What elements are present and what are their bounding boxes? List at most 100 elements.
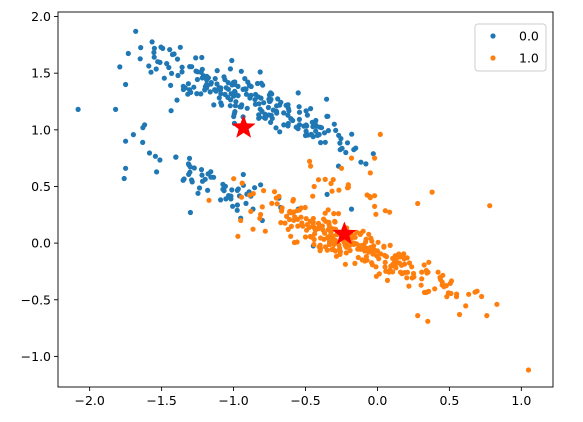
- y-tick-label: 2.0: [31, 9, 51, 24]
- data-point-series-0: [257, 114, 263, 120]
- data-point-series-0: [348, 206, 355, 212]
- data-point-series-1: [366, 231, 372, 237]
- data-point-series-1: [383, 254, 390, 260]
- data-point-series-1: [300, 223, 306, 229]
- data-point-series-0: [339, 145, 345, 151]
- data-point-series-1: [372, 193, 378, 199]
- data-point-series-1: [401, 251, 407, 257]
- data-point-series-0: [286, 108, 292, 114]
- data-point-series-1: [206, 197, 212, 203]
- data-point-series-1: [348, 155, 355, 161]
- data-point-series-1: [418, 282, 424, 288]
- data-point-series-0: [344, 140, 351, 146]
- data-point-series-0: [198, 91, 204, 97]
- data-point-series-1: [402, 270, 408, 276]
- data-point-series-0: [123, 165, 129, 171]
- data-point-series-0: [198, 167, 205, 173]
- data-point-series-0: [240, 171, 246, 178]
- data-point-series-0: [186, 155, 193, 161]
- data-point-series-0: [185, 81, 191, 87]
- data-point-series-0: [142, 122, 148, 128]
- data-point-series-1: [332, 219, 338, 225]
- data-point-series-1: [282, 220, 288, 226]
- data-point-series-1: [415, 200, 421, 207]
- data-point-series-1: [315, 226, 321, 232]
- data-point-series-1: [291, 239, 297, 246]
- data-point-series-0: [331, 121, 337, 127]
- data-point-series-1: [294, 208, 300, 214]
- data-point-series-1: [402, 261, 408, 267]
- data-point-series-1: [315, 220, 322, 226]
- data-point-series-0: [208, 80, 214, 86]
- data-point-series-0: [269, 115, 275, 121]
- data-point-series-1: [257, 215, 263, 221]
- data-point-series-0: [266, 112, 272, 118]
- data-point-series-0: [242, 76, 248, 82]
- data-point-series-0: [234, 187, 240, 193]
- data-point-series-1: [239, 194, 245, 200]
- x-tick-label: 1.0: [511, 393, 531, 408]
- data-point-series-0: [177, 44, 183, 50]
- data-point-series-1: [367, 170, 373, 176]
- data-point-series-0: [191, 84, 197, 90]
- data-point-series-1: [331, 241, 337, 248]
- data-point-series-0: [186, 171, 192, 177]
- data-point-series-1: [375, 239, 381, 245]
- data-point-series-0: [154, 169, 160, 175]
- y-tick-label: 0.5: [31, 179, 51, 194]
- data-point-series-1: [298, 214, 304, 220]
- data-point-series-0: [281, 122, 287, 128]
- data-point-series-1: [360, 228, 366, 234]
- data-point-series-0: [146, 63, 152, 69]
- data-point-series-1: [338, 165, 345, 171]
- centroid-star-0: [231, 114, 256, 138]
- data-point-series-1: [295, 223, 301, 229]
- data-point-series-0: [151, 45, 157, 51]
- data-point-series-1: [396, 260, 402, 266]
- data-point-series-0: [164, 61, 170, 67]
- data-point-series-0: [151, 54, 157, 60]
- data-point-series-0: [296, 116, 302, 122]
- data-point-series-1: [231, 176, 237, 182]
- data-point-series-0: [212, 76, 218, 82]
- y-tick-label: 0.0: [31, 236, 51, 251]
- data-point-series-0: [225, 94, 231, 100]
- data-point-series-0: [252, 185, 258, 191]
- data-point-series-0: [207, 89, 213, 95]
- data-point-series-1: [432, 286, 438, 292]
- data-point-series-1: [364, 257, 370, 263]
- y-tick-label: 1.0: [31, 122, 51, 137]
- data-point-series-0: [169, 70, 175, 76]
- data-point-series-1: [463, 303, 469, 309]
- data-point-series-0: [225, 80, 231, 86]
- data-point-series-0: [296, 104, 302, 110]
- data-point-series-1: [329, 188, 335, 194]
- data-point-series-1: [466, 291, 472, 297]
- data-point-series-0: [243, 200, 249, 206]
- points-layer: [75, 28, 532, 373]
- data-point-series-0: [169, 51, 176, 58]
- data-point-series-0: [187, 209, 193, 216]
- x-tick-label: −0.5: [290, 393, 320, 408]
- data-point-series-0: [138, 45, 144, 51]
- data-point-series-1: [369, 238, 375, 244]
- data-point-series-1: [415, 313, 421, 319]
- data-point-series-0: [235, 93, 241, 99]
- data-point-series-0: [268, 119, 274, 125]
- data-point-series-1: [331, 211, 337, 217]
- data-point-series-0: [117, 64, 123, 70]
- data-point-series-1: [330, 246, 336, 252]
- data-point-series-1: [311, 225, 317, 231]
- data-point-series-0: [151, 49, 157, 56]
- data-point-series-1: [387, 267, 393, 273]
- data-point-series-0: [303, 122, 309, 128]
- data-point-series-0: [325, 113, 331, 119]
- data-point-series-1: [343, 250, 349, 256]
- data-point-series-0: [310, 124, 316, 130]
- data-point-series-1: [330, 177, 336, 183]
- data-point-series-0: [180, 177, 186, 183]
- data-point-series-0: [204, 73, 210, 79]
- data-point-series-1: [381, 244, 387, 250]
- data-point-series-0: [303, 128, 309, 134]
